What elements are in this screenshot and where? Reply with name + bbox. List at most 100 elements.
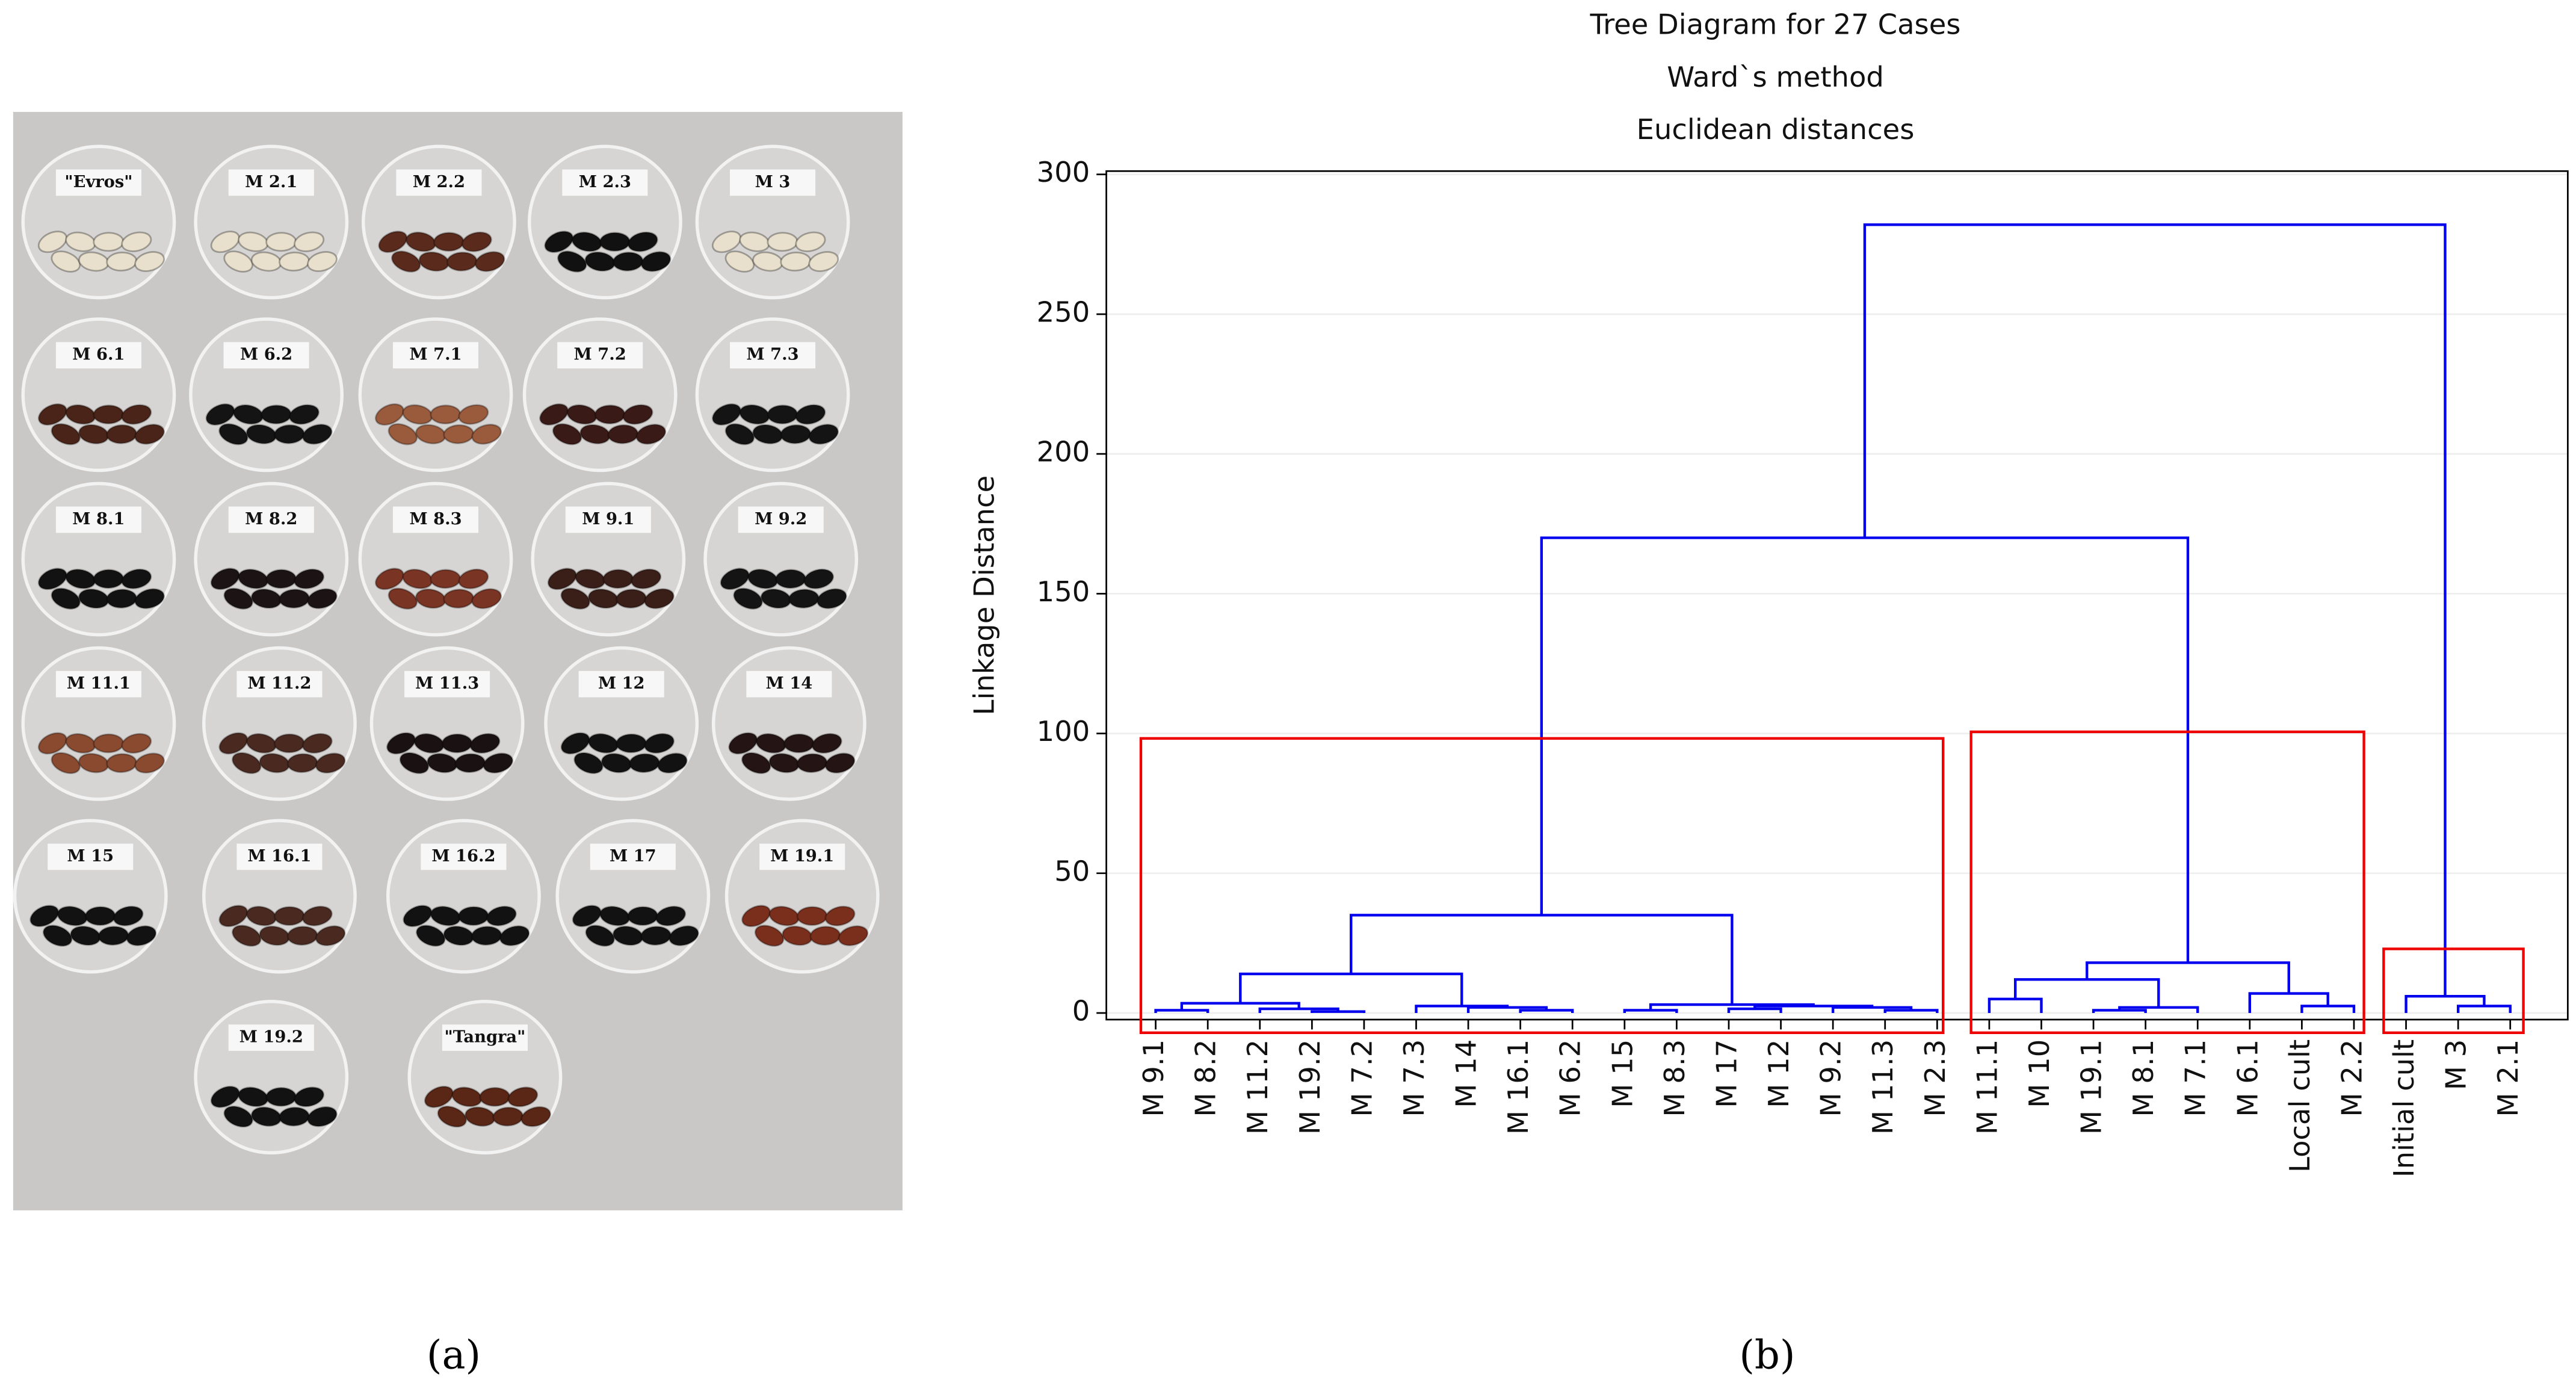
bean xyxy=(627,906,659,926)
bean xyxy=(479,1086,511,1107)
bean xyxy=(218,732,249,755)
dish-label-card xyxy=(236,671,323,698)
bean xyxy=(640,926,672,946)
bean xyxy=(594,404,626,424)
dish-label: M 8.2 xyxy=(245,509,297,528)
bean xyxy=(42,925,73,947)
bean xyxy=(37,568,67,590)
dish-label: M 11.1 xyxy=(67,674,131,693)
bean xyxy=(106,424,138,444)
petri-dish xyxy=(194,144,349,300)
bean xyxy=(51,752,81,774)
bean xyxy=(301,733,333,754)
dish-label-card xyxy=(55,169,141,196)
bean xyxy=(315,752,346,774)
bean xyxy=(374,403,405,426)
bean xyxy=(265,232,297,252)
dendrogram-link xyxy=(1863,223,2447,997)
bean xyxy=(121,231,152,252)
petri-dish xyxy=(386,819,541,974)
leaf-label: Initial cult xyxy=(2388,1039,2420,1177)
bean xyxy=(134,424,165,445)
bean xyxy=(627,231,658,252)
dish-label-card xyxy=(557,342,643,369)
bean xyxy=(469,733,501,754)
bean xyxy=(430,404,462,424)
bean xyxy=(121,568,152,589)
bean xyxy=(223,250,253,273)
bean xyxy=(93,733,125,754)
bean xyxy=(37,732,67,755)
bean xyxy=(616,733,647,754)
bean xyxy=(307,251,338,272)
bean xyxy=(741,905,771,928)
dish-label-card xyxy=(228,169,314,196)
bean xyxy=(388,423,418,445)
bean xyxy=(602,569,634,589)
dish-label: M 19.2 xyxy=(239,1027,303,1047)
dish-label: M 16.1 xyxy=(247,846,311,866)
dish-label-card xyxy=(396,169,482,196)
bean xyxy=(307,588,338,609)
bean xyxy=(134,251,165,272)
bean xyxy=(808,251,839,272)
bean xyxy=(210,1085,240,1108)
bean xyxy=(767,232,798,252)
leaf-label: M 16.1 xyxy=(1502,1039,1534,1135)
bean xyxy=(279,252,310,271)
bean xyxy=(265,569,297,589)
bean xyxy=(811,733,842,754)
bean xyxy=(106,589,138,609)
bean xyxy=(121,404,152,425)
dish-label-card xyxy=(746,671,832,698)
bean xyxy=(471,588,502,609)
dish-label-card xyxy=(55,342,141,369)
petri-dish xyxy=(695,144,850,300)
petri-dish xyxy=(527,144,682,300)
bean xyxy=(669,925,699,946)
plot-frame xyxy=(1105,170,2569,1021)
dish-label: M 12 xyxy=(598,674,645,693)
bean xyxy=(424,1085,454,1108)
bean xyxy=(437,1105,468,1128)
bean xyxy=(767,404,798,424)
bean xyxy=(218,905,249,928)
chart-title: Tree Diagram for 27 Cases xyxy=(1590,8,1961,40)
bean xyxy=(446,252,478,271)
bean xyxy=(795,231,826,252)
y-axis-label: Linkage Distance xyxy=(968,475,1001,716)
leaf-label: M 9.2 xyxy=(1815,1039,1847,1117)
bean xyxy=(520,1106,551,1127)
petri-dish xyxy=(202,646,357,801)
leaf-label: M 3 xyxy=(2440,1039,2473,1090)
bean xyxy=(307,1106,338,1127)
leaf-label: M 10 xyxy=(2023,1039,2056,1108)
bean xyxy=(121,733,152,754)
dish-label: M 6.1 xyxy=(72,345,125,364)
bean xyxy=(474,251,505,272)
bean xyxy=(232,752,262,774)
y-tick-label: 250 xyxy=(1037,296,1090,328)
y-tick-label: 100 xyxy=(1037,715,1090,748)
bean xyxy=(51,423,81,445)
bean xyxy=(741,752,771,774)
bean xyxy=(294,1086,325,1107)
bean xyxy=(279,1106,310,1127)
bean xyxy=(378,231,408,253)
bean xyxy=(585,925,615,947)
bean xyxy=(443,589,475,609)
bean xyxy=(539,403,569,426)
bean xyxy=(391,250,421,273)
dish-label-card xyxy=(562,169,648,196)
dish-label: M 7.3 xyxy=(746,345,798,364)
petri-dish xyxy=(703,482,859,637)
bean xyxy=(218,423,249,445)
petri-dish xyxy=(555,819,711,974)
dendrogram-link xyxy=(2086,961,2290,994)
petri-dish xyxy=(21,144,176,300)
petri-dish xyxy=(21,317,176,472)
bean xyxy=(403,905,433,928)
dish-label: "Evros" xyxy=(64,172,132,191)
bean xyxy=(458,568,489,589)
